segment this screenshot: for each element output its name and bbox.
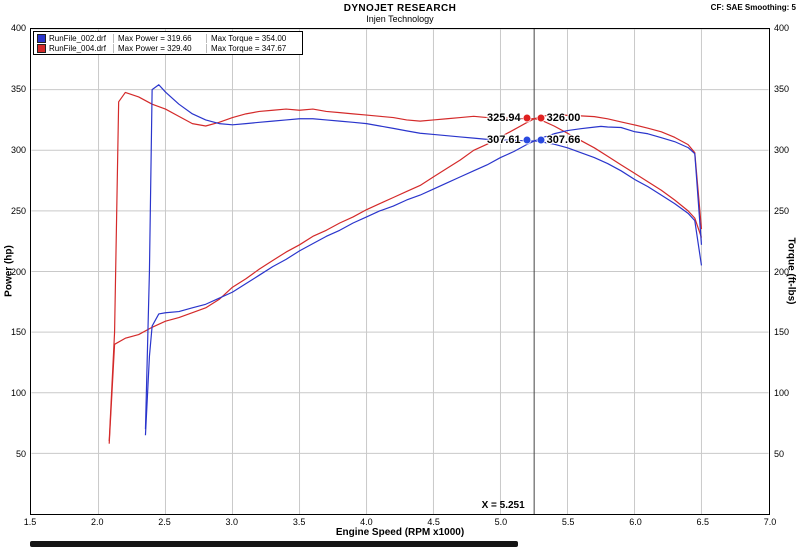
- x-tick-label: 2.0: [91, 517, 104, 527]
- x-tick-label: 3.0: [225, 517, 239, 527]
- blue-power-at-cursor-label: 307.61: [487, 134, 521, 147]
- x-tick-label: 2.5: [158, 517, 171, 527]
- correction-smoothing-info: CF: SAE Smoothing: 5: [710, 3, 796, 12]
- bottom-bar: [30, 541, 518, 547]
- x-tick-label: 5.5: [561, 517, 575, 527]
- red-torque-at-cursor-label: 326.00: [546, 112, 581, 125]
- y-tick-label-right: 300: [774, 144, 790, 155]
- plot-area[interactable]: [30, 28, 770, 515]
- y-tick-label-right: 50: [774, 449, 785, 460]
- legend-file-name: RunFile_002.drf: [49, 33, 106, 43]
- x-tick-label: 6.5: [696, 517, 709, 527]
- blue-power-at-cursor-dot: [523, 136, 531, 144]
- y-tick-label-right: 250: [774, 205, 790, 216]
- y-tick-label-left: 100: [10, 388, 26, 399]
- legend-max-power: Max Power = 329.40: [113, 43, 206, 53]
- torque-curve-runfile-004: [108, 91, 703, 442]
- x-tick-label: 7.0: [763, 517, 777, 527]
- legend-swatch-icon: [37, 43, 46, 53]
- y-tick-label-left: 350: [10, 83, 26, 94]
- x-tick-label: 1.5: [23, 517, 37, 527]
- x-tick-label: 3.5: [292, 517, 306, 527]
- legend: RunFile_002.drf Max Power = 319.66 Max Tor…: [33, 31, 303, 55]
- blue-torque-at-cursor-label: 307.66: [546, 134, 581, 147]
- red-power-at-cursor-dot: [523, 114, 531, 122]
- power-curve-runfile-004: [108, 114, 703, 444]
- page-title: DYNOJET RESEARCH: [343, 3, 457, 14]
- y-axis-label-torque: Torque (ft-lbs): [785, 237, 797, 305]
- y-tick-label-right: 200: [774, 266, 790, 277]
- y-tick-label-left: 400: [10, 23, 26, 33]
- legend-entry: RunFile_002.drf Max Power = 319.66 Max Tor…: [37, 33, 299, 43]
- x-axis-label: Engine Speed (RPM x1000): [335, 527, 465, 538]
- y-tick-label-left: 250: [10, 205, 26, 216]
- red-power-at-cursor-label: 325.94: [487, 112, 521, 125]
- legend-swatch-icon: [37, 33, 46, 43]
- y-tick-label-right: 100: [774, 388, 790, 399]
- red-torque-at-cursor-dot: [537, 114, 545, 122]
- legend-file-name: RunFile_004.drf: [49, 43, 106, 53]
- cursor-readout: X = 5.251: [481, 500, 525, 511]
- chart-canvas[interactable]: [30, 28, 770, 515]
- legend-entry: RunFile_004.drf Max Power = 329.40 Max Tor…: [37, 43, 299, 53]
- x-tick-label: 4.0: [360, 517, 373, 527]
- torque-curve-runfile-002: [144, 84, 703, 430]
- legend-max-torque: Max Torque = 354.00: [206, 33, 299, 43]
- legend-max-torque: Max Torque = 347.67: [206, 43, 299, 53]
- power-curve-runfile-002: [144, 125, 703, 436]
- y-tick-label-left: 300: [10, 144, 26, 155]
- x-tick-label: 5.0: [494, 517, 508, 527]
- y-tick-label-right: 400: [774, 23, 790, 33]
- y-tick-label-right: 150: [774, 327, 790, 338]
- y-tick-label-left: 200: [10, 266, 26, 277]
- page-subtitle: Injen Technology: [366, 14, 434, 24]
- blue-torque-at-cursor-dot: [537, 136, 545, 144]
- y-tick-label-left: 50: [15, 449, 26, 460]
- y-tick-label-left: 150: [10, 327, 26, 338]
- x-tick-label: 6.0: [629, 517, 642, 527]
- legend-max-power: Max Power = 319.66: [113, 33, 206, 43]
- y-tick-label-right: 350: [774, 83, 790, 94]
- x-tick-label: 4.5: [427, 517, 440, 527]
- y-axis-label-power: Power (hp): [3, 245, 15, 297]
